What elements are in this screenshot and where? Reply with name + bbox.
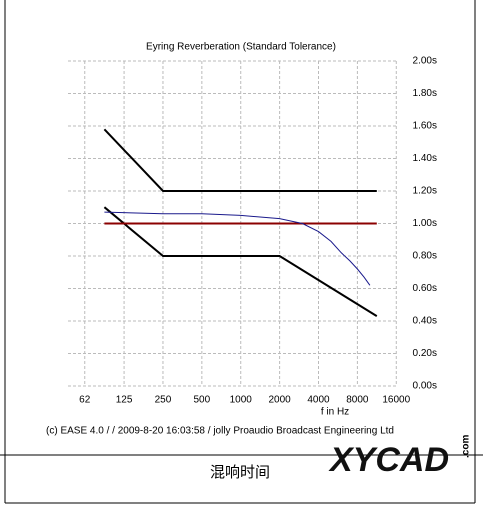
x-tick-label: 16000 bbox=[382, 395, 410, 406]
y-tick-label: 0.40s bbox=[413, 316, 437, 327]
x-tick-label: 1000 bbox=[230, 395, 253, 406]
series-line bbox=[103, 128, 377, 192]
footer: (c) EASE 4.0 / / 2009-8-20 16:03:58 / jo… bbox=[46, 426, 394, 437]
x-tick-label: 4000 bbox=[307, 395, 330, 406]
chart-title: Eyring Reverberation (Standard Tolerance… bbox=[146, 42, 336, 53]
y-tick-label: 0.60s bbox=[413, 283, 437, 294]
x-tick-label: 8000 bbox=[346, 395, 369, 406]
y-tick-label: 0.00s bbox=[413, 381, 437, 392]
series-line bbox=[103, 206, 378, 317]
y-tick-label: 2.00s bbox=[413, 56, 437, 67]
x-axis-label: f in Hz bbox=[321, 407, 349, 418]
x-tick-label: 62 bbox=[79, 395, 91, 406]
y-tick-label: 0.80s bbox=[413, 251, 437, 262]
watermark: XYCAD bbox=[328, 441, 449, 479]
y-tick-label: 1.40s bbox=[413, 153, 437, 164]
x-tick-label: 500 bbox=[194, 395, 211, 406]
y-tick-label: 1.80s bbox=[413, 88, 437, 99]
y-tick-label: 1.20s bbox=[413, 186, 437, 197]
watermark-suffix: .com bbox=[461, 435, 472, 458]
x-tick-label: 250 bbox=[155, 395, 172, 406]
y-tick-label: 1.00s bbox=[413, 218, 437, 229]
x-tick-label: 2000 bbox=[268, 395, 291, 406]
y-tick-label: 1.60s bbox=[413, 121, 437, 132]
caption: 混响时间 bbox=[210, 464, 270, 481]
x-tick-label: 125 bbox=[116, 395, 133, 406]
series-line bbox=[104, 211, 371, 286]
y-tick-label: 0.20s bbox=[413, 348, 437, 359]
